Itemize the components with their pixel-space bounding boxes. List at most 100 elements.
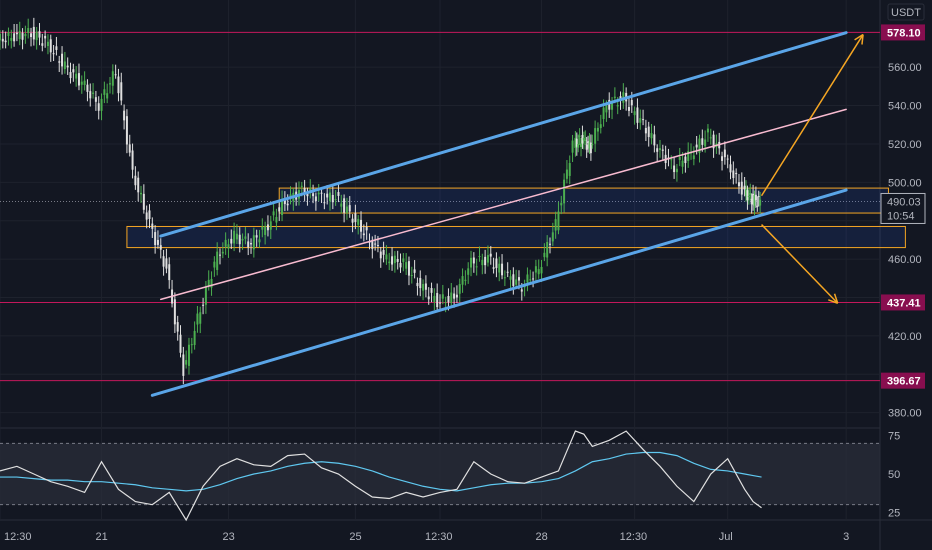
candle (320, 187, 323, 204)
candle (281, 190, 284, 222)
candle-body (303, 188, 306, 194)
candle-body (154, 232, 157, 245)
candle-body (596, 127, 599, 132)
candle-body (642, 119, 645, 121)
candle (46, 34, 49, 55)
candle (111, 64, 114, 95)
candle (501, 254, 504, 280)
candle (303, 179, 306, 202)
current-price-tag-bg (880, 192, 926, 224)
candle (317, 184, 320, 202)
candle-body (275, 216, 278, 223)
candle-body (142, 193, 145, 210)
candle (568, 155, 571, 185)
candle-body (549, 243, 551, 245)
candle (86, 79, 89, 102)
candle-body (117, 76, 120, 94)
candle-body (323, 202, 326, 204)
candle-body (673, 165, 676, 173)
candle (754, 186, 757, 208)
candle (430, 282, 433, 303)
channel-lower-line[interactable] (150, 188, 848, 397)
level-tag-label: 396.67 (887, 376, 921, 388)
candle (756, 196, 759, 212)
candle-body (453, 293, 456, 299)
candle (441, 284, 444, 305)
candle-body (204, 287, 207, 305)
candle (326, 185, 329, 205)
candle (15, 23, 18, 42)
candle (743, 176, 746, 197)
candle (745, 180, 748, 202)
candle-body (120, 82, 123, 101)
candle (306, 187, 309, 206)
candle (591, 134, 594, 149)
candle (55, 36, 58, 56)
candle-body (582, 137, 585, 141)
candle-body (492, 267, 495, 269)
candle (405, 253, 408, 275)
candle-body (106, 93, 109, 99)
candle (678, 147, 681, 167)
candle-body (532, 278, 535, 280)
candle (589, 134, 592, 161)
candle (362, 224, 365, 242)
candle (357, 215, 360, 235)
arrow-down-head (833, 293, 839, 304)
candle-body (481, 259, 484, 266)
candle-body (55, 46, 58, 50)
candle-body (238, 234, 241, 245)
candle-body (759, 199, 762, 206)
candle (0, 30, 1, 50)
candle (109, 77, 111, 94)
zone-lower[interactable] (126, 225, 906, 249)
candle (314, 192, 317, 211)
candle-body (461, 276, 464, 285)
candle-body (281, 199, 284, 215)
candle (650, 123, 653, 145)
candle (554, 211, 557, 239)
candle (729, 155, 732, 180)
candle (374, 234, 377, 251)
candle-body (743, 185, 746, 190)
arrow-up[interactable] (760, 33, 864, 197)
candle-body (589, 142, 592, 154)
zone-upper[interactable] (278, 187, 889, 214)
candle (675, 164, 678, 182)
candle-body (745, 189, 748, 196)
channel-mid-line[interactable] (160, 108, 847, 301)
channel-upper-line[interactable] (159, 31, 848, 238)
candle-body (224, 239, 227, 247)
arrow-down[interactable] (760, 224, 839, 304)
candle (58, 55, 61, 73)
candle-body (540, 266, 543, 274)
candle (581, 125, 584, 149)
candle-body (450, 292, 453, 303)
candle-body (647, 126, 650, 138)
candle-body (100, 98, 103, 111)
candle (24, 25, 27, 44)
candle (193, 321, 196, 350)
candle (61, 46, 64, 75)
candle-body (557, 211, 560, 231)
candle-body (385, 254, 388, 260)
candle-body (684, 156, 687, 164)
candle-body (326, 193, 329, 198)
candle (726, 154, 729, 169)
currency-badge[interactable]: USDT (887, 3, 925, 21)
candle-body (470, 257, 473, 268)
candle-body (486, 255, 489, 263)
candle (687, 142, 690, 168)
candle-body (498, 263, 501, 273)
candle (753, 190, 756, 216)
candle-body (1, 38, 4, 42)
candle (340, 194, 343, 214)
candle (388, 252, 391, 271)
candle-body (391, 256, 394, 265)
candle (759, 191, 762, 214)
candle-body (396, 259, 399, 262)
candle (584, 130, 587, 145)
candle-body (613, 96, 616, 98)
time-tick-label: 25 (349, 531, 361, 543)
